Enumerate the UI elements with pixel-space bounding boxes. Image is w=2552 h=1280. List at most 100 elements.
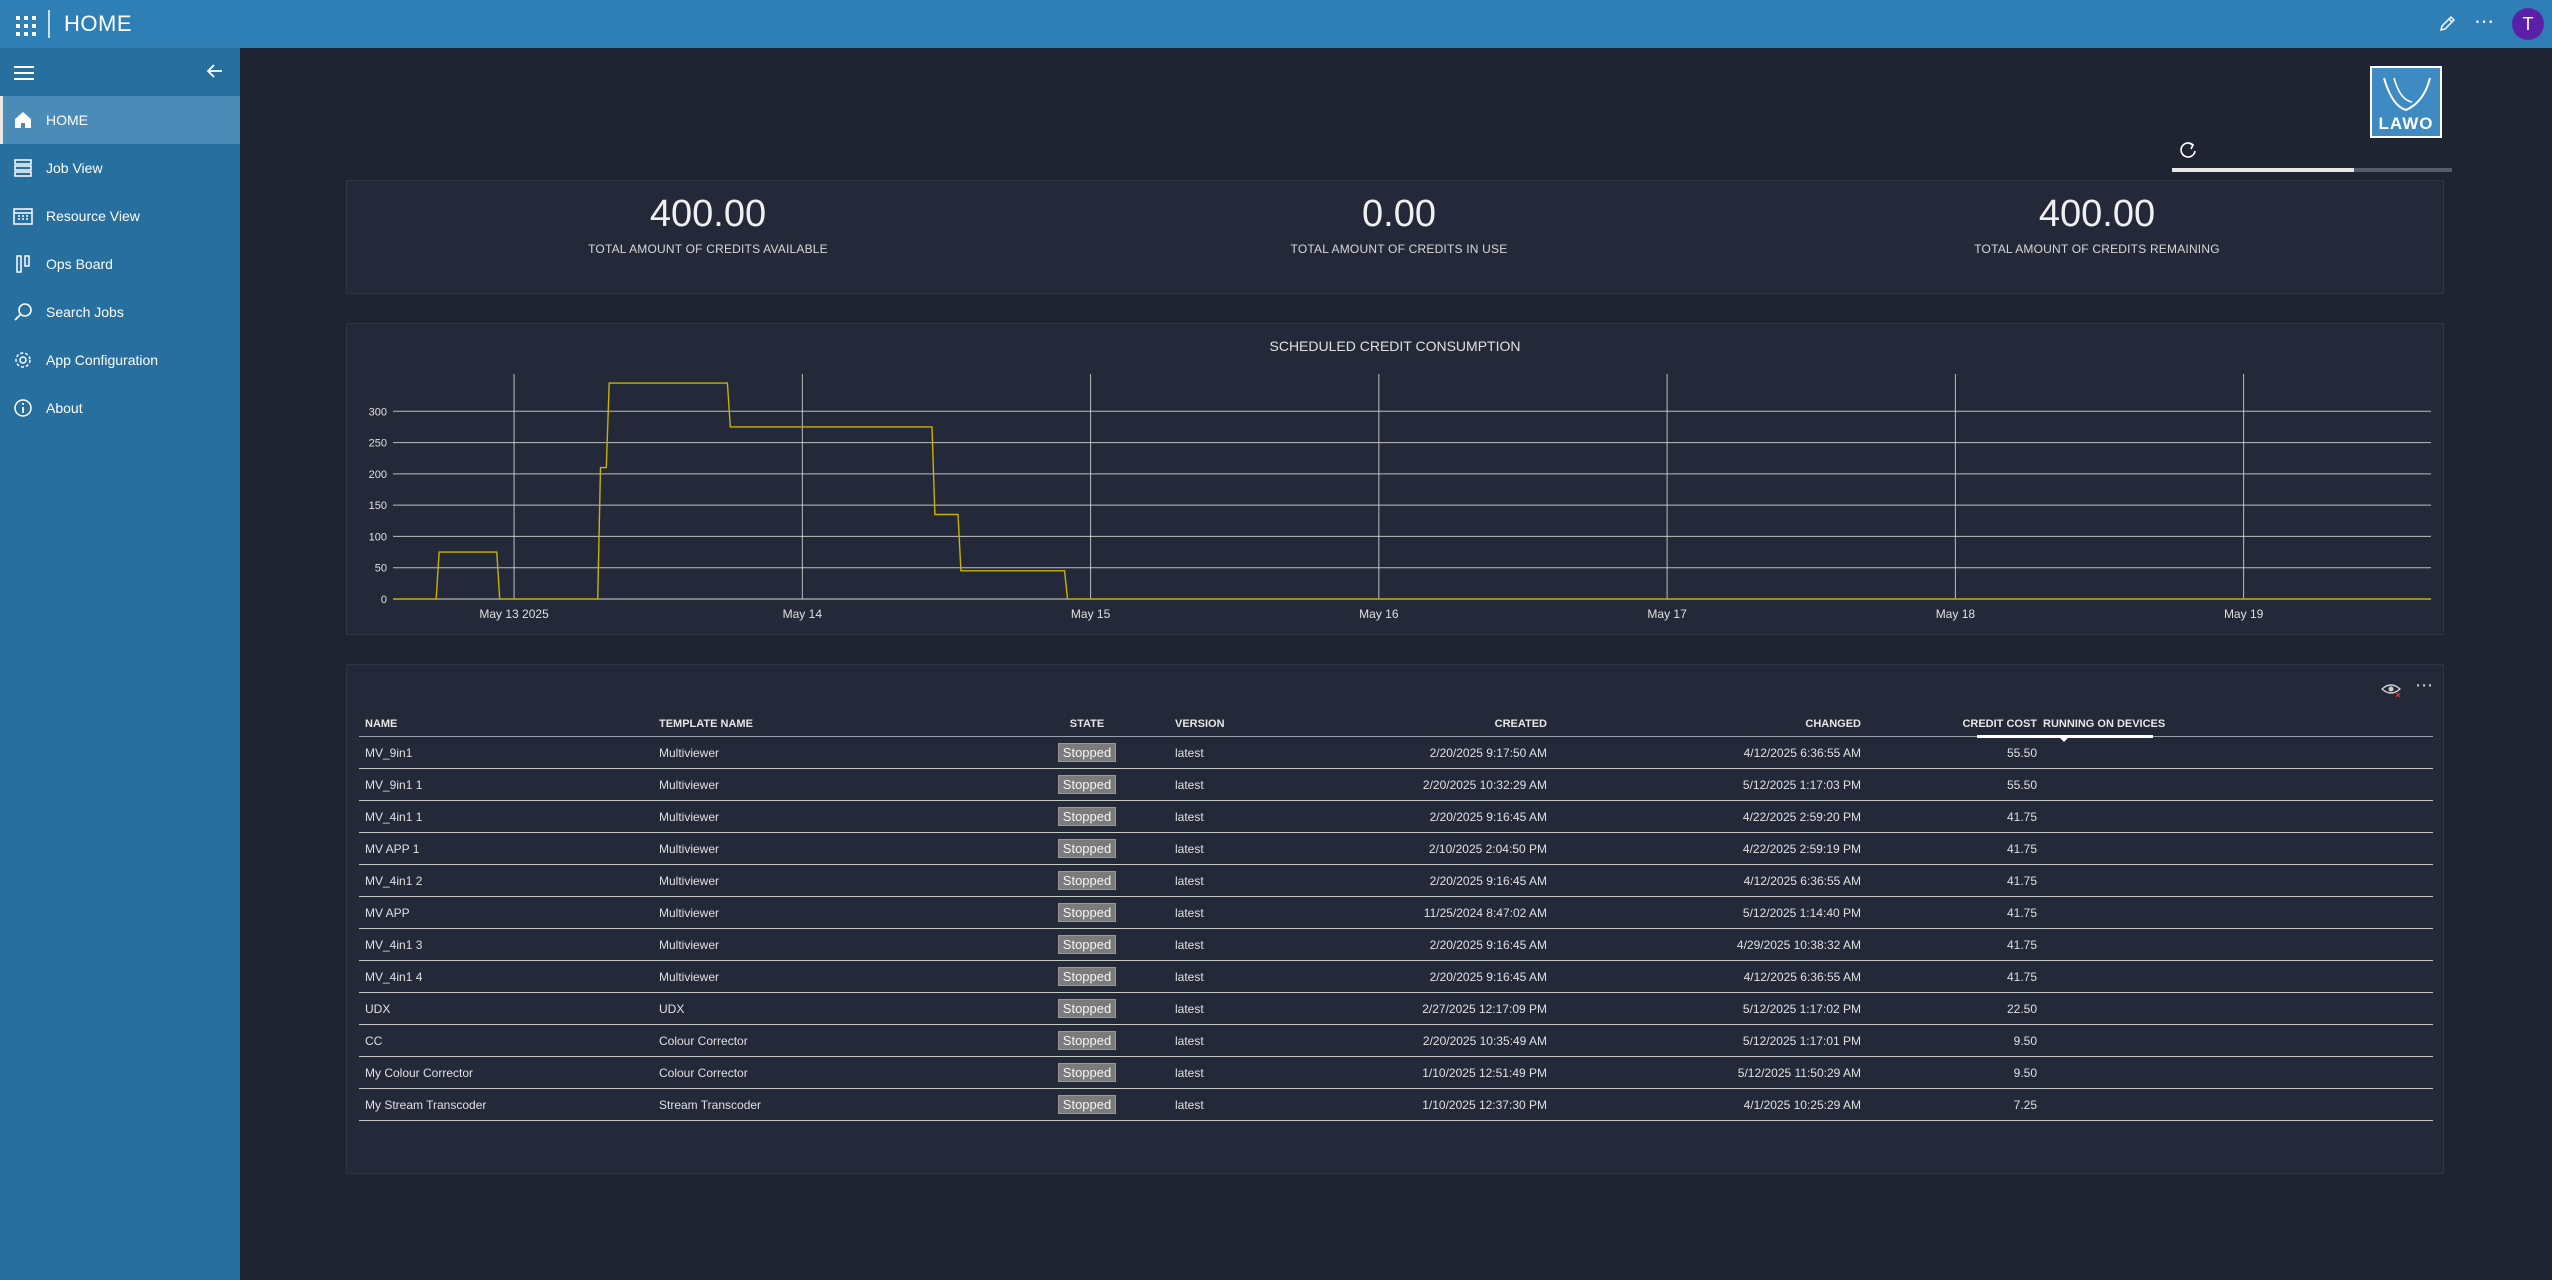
table-row[interactable]: MV_4in1 1 Multiviewer Stopped latest 2/20/20…: [359, 801, 2433, 833]
cell-state: Stopped: [999, 1031, 1175, 1050]
sort-indicator: [1977, 735, 2153, 738]
table-row[interactable]: My Colour Corrector Colour Corrector Stopp…: [359, 1057, 2433, 1089]
header-version[interactable]: VERSION: [1175, 717, 1225, 730]
cell-name: MV_4in1 1: [365, 809, 423, 824]
cell-changed: 5/12/2025 1:14:40 PM: [1742, 905, 1861, 920]
jobs-table: NAME TEMPLATE NAME STATE VERSION CREATED…: [359, 711, 2433, 1121]
cell-template: Multiviewer: [659, 841, 720, 856]
sidebar-item-ops-board[interactable]: Ops Board: [0, 240, 240, 288]
header-name[interactable]: NAME: [365, 717, 398, 730]
cell-state: Stopped: [999, 903, 1175, 922]
header-changed[interactable]: CHANGED: [1805, 717, 1861, 730]
cell-credit-cost: 55.50: [2006, 745, 2037, 760]
cell-template: Multiviewer: [659, 905, 720, 920]
sidebar-item-resource-view[interactable]: Resource View: [0, 192, 240, 240]
sidebar-item-label: Search Jobs: [46, 304, 124, 320]
cell-credit-cost: 41.75: [2006, 809, 2037, 824]
header-template[interactable]: TEMPLATE NAME: [659, 717, 753, 730]
cell-created: 1/10/2025 12:51:49 PM: [1422, 1065, 1547, 1080]
cell-state: Stopped: [999, 871, 1175, 890]
visibility-toggle-icon[interactable]: [2380, 681, 2402, 698]
header-created[interactable]: CREATED: [1494, 717, 1547, 730]
cell-template: Multiviewer: [659, 777, 720, 792]
x-tick-label: May 19: [2224, 607, 2264, 621]
info-icon: [12, 397, 34, 419]
cell-credit-cost: 41.75: [2006, 873, 2037, 888]
status-badge: Stopped: [1057, 1063, 1117, 1082]
sidebar-item-home[interactable]: HOME: [0, 96, 240, 144]
sidebar-item-label: Ops Board: [46, 256, 113, 272]
loading-progress-fill: [2172, 168, 2354, 172]
cell-version: latest: [1175, 1033, 1204, 1048]
table-row[interactable]: UDX UDX Stopped latest 2/27/2025 12:17:09 PM…: [359, 993, 2433, 1025]
x-tick-label: May 14: [783, 607, 823, 621]
cell-name: CC: [365, 1033, 383, 1048]
search-icon: [12, 301, 34, 323]
home-icon: [12, 109, 34, 131]
table-row[interactable]: MV_4in1 2 Multiviewer Stopped latest 2/20/20…: [359, 865, 2433, 897]
cell-template: UDX: [659, 1001, 685, 1016]
table-row[interactable]: My Stream Transcoder Stream Transcoder Sto…: [359, 1089, 2433, 1121]
table-row[interactable]: MV APP Multiviewer Stopped latest 11/25/2024…: [359, 897, 2433, 929]
cell-template: Multiviewer: [659, 969, 720, 984]
cell-name: MV APP 1: [365, 841, 420, 856]
header-running-on-devices[interactable]: RUNNING ON DEVICES: [2043, 717, 2166, 730]
sidebar-item-search-jobs[interactable]: Search Jobs: [0, 288, 240, 336]
cell-changed: 4/22/2025 2:59:19 PM: [1742, 841, 1861, 856]
cell-changed: 5/12/2025 1:17:03 PM: [1742, 777, 1861, 792]
status-badge: Stopped: [1057, 743, 1117, 762]
jobs-table-panel: ⋯ NAME TEMPLATE NAME STATE VERSION CREAT…: [346, 664, 2444, 1174]
sidebar-item-about[interactable]: About: [0, 384, 240, 432]
sidebar-item-job-view[interactable]: Job View: [0, 144, 240, 192]
header-state[interactable]: STATE: [1069, 717, 1105, 730]
cell-credit-cost: 7.25: [2013, 1097, 2037, 1112]
x-tick-label: May 16: [1359, 607, 1399, 621]
cell-created: 2/20/2025 9:16:45 AM: [1429, 969, 1547, 984]
table-row[interactable]: CC Colour Corrector Stopped latest 2/20/2025…: [359, 1025, 2433, 1057]
header-credit-cost[interactable]: CREDIT COST: [1962, 717, 2037, 730]
table-row[interactable]: MV_9in1 1 Multiviewer Stopped latest 2/20/20…: [359, 769, 2433, 801]
ops-board-icon: [12, 253, 34, 275]
series-line: [393, 382, 2431, 600]
cell-version: latest: [1175, 1065, 1204, 1080]
lawo-logo: LAWO: [2370, 66, 2442, 138]
app-launcher-icon[interactable]: [12, 12, 36, 36]
cell-changed: 4/29/2025 10:38:32 AM: [1736, 937, 1861, 952]
cell-template: Colour Corrector: [659, 1065, 748, 1080]
table-body: MV_9in1 Multiviewer Stopped latest 2/20/2025…: [359, 737, 2433, 1121]
cell-state: Stopped: [999, 999, 1175, 1018]
credits-in-use: 0.00 TOTAL AMOUNT OF CREDITS IN USE: [1199, 193, 1599, 256]
x-tick-label: May 15: [1071, 607, 1111, 621]
cell-credit-cost: 9.50: [2013, 1065, 2037, 1080]
y-tick-label: 100: [369, 531, 387, 543]
cell-version: latest: [1175, 809, 1204, 824]
x-tick-label: May 18: [1936, 607, 1976, 621]
collapse-sidebar-icon[interactable]: [204, 60, 228, 84]
table-row[interactable]: MV APP 1 Multiviewer Stopped latest 2/10/202…: [359, 833, 2433, 865]
credits-in-use-label: TOTAL AMOUNT OF CREDITS IN USE: [1290, 242, 1508, 256]
cell-credit-cost: 41.75: [2006, 905, 2037, 920]
cell-version: latest: [1175, 873, 1204, 888]
table-row[interactable]: MV_9in1 Multiviewer Stopped latest 2/20/2025…: [359, 737, 2433, 769]
cell-template: Multiviewer: [659, 809, 720, 824]
sidebar: HOME Job View Resource View Ops Board Se…: [0, 48, 240, 1280]
hamburger-menu-icon[interactable]: [14, 66, 34, 80]
cell-version: latest: [1175, 1097, 1204, 1112]
refresh-icon[interactable]: [2178, 140, 2198, 160]
y-tick-label: 0: [381, 594, 387, 606]
more-options-icon[interactable]: ⋯: [2474, 11, 2494, 33]
table-row[interactable]: MV_4in1 4 Multiviewer Stopped latest 2/20/20…: [359, 961, 2433, 993]
cell-created: 1/10/2025 12:37:30 PM: [1422, 1097, 1547, 1112]
cell-changed: 5/12/2025 1:17:01 PM: [1742, 1033, 1861, 1048]
sidebar-item-app-configuration[interactable]: App Configuration: [0, 336, 240, 384]
credits-remaining: 400.00 TOTAL AMOUNT OF CREDITS REMAINING: [1897, 193, 2297, 256]
cell-name: MV APP: [365, 905, 410, 920]
cell-state: Stopped: [999, 807, 1175, 826]
avatar[interactable]: T: [2512, 8, 2544, 40]
table-row[interactable]: MV_4in1 3 Multiviewer Stopped latest 2/20/20…: [359, 929, 2433, 961]
y-tick-label: 150: [369, 500, 387, 512]
edit-icon[interactable]: [2436, 12, 2460, 36]
cell-name: MV_4in1 3: [365, 937, 423, 952]
table-more-options-icon[interactable]: ⋯: [2415, 675, 2433, 695]
cell-created: 2/20/2025 9:16:45 AM: [1429, 873, 1547, 888]
